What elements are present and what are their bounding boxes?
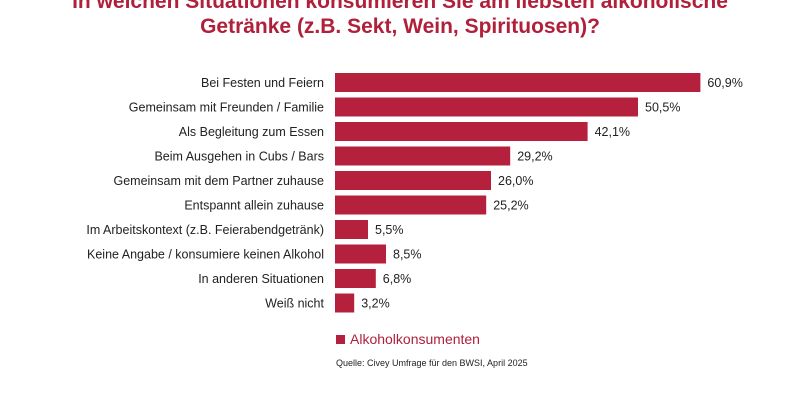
legend-label: Alkoholkonsumenten [350,331,480,347]
data-label: 29,2% [517,150,552,164]
data-label: 5,5% [375,223,404,237]
category-label: Entspannt allein zuhause [184,199,324,213]
bar [335,73,701,92]
category-label: Bei Festen und Feiern [201,76,324,90]
bar [335,97,638,117]
category-label: Im Arbeitskontext (z.B. Feierabendgeträn… [86,223,324,237]
data-label: 6,8% [383,272,412,286]
data-label: 60,9% [707,76,742,90]
category-label: Keine Angabe / konsumiere keinen Alkohol [87,248,324,262]
data-label: 26,0% [498,174,533,188]
chart-title-line1: In welchen Situationen konsumieren Sie a… [72,0,728,13]
source-note: Quelle: Civey Umfrage für den BWSI, Apri… [336,358,528,368]
category-label: Gemeinsam mit Freunden / Familie [129,101,324,115]
data-label: 3,2% [361,297,390,311]
bar [335,146,511,166]
category-label: Gemeinsam mit dem Partner zuhause [113,174,324,188]
data-label: 42,1% [595,125,630,139]
bar [335,220,368,239]
data-label: 8,5% [393,248,422,262]
legend: Alkoholkonsumenten [336,331,480,347]
chart-title-line2: Getränke (z.B. Sekt, Wein, Spirituosen)? [200,15,600,38]
bar [335,122,588,141]
bar [335,195,487,215]
data-label: 50,5% [645,101,680,115]
bar [335,293,355,313]
category-label: In anderen Situationen [198,272,324,286]
category-label: Beim Ausgehen in Cubs / Bars [154,150,324,164]
bar [335,171,491,190]
category-label: Als Begleitung zum Essen [179,125,324,139]
bar [335,244,386,264]
data-label: 25,2% [493,199,528,213]
bar [335,269,376,288]
legend-swatch [336,334,345,344]
category-label: Weiß nicht [265,297,324,311]
